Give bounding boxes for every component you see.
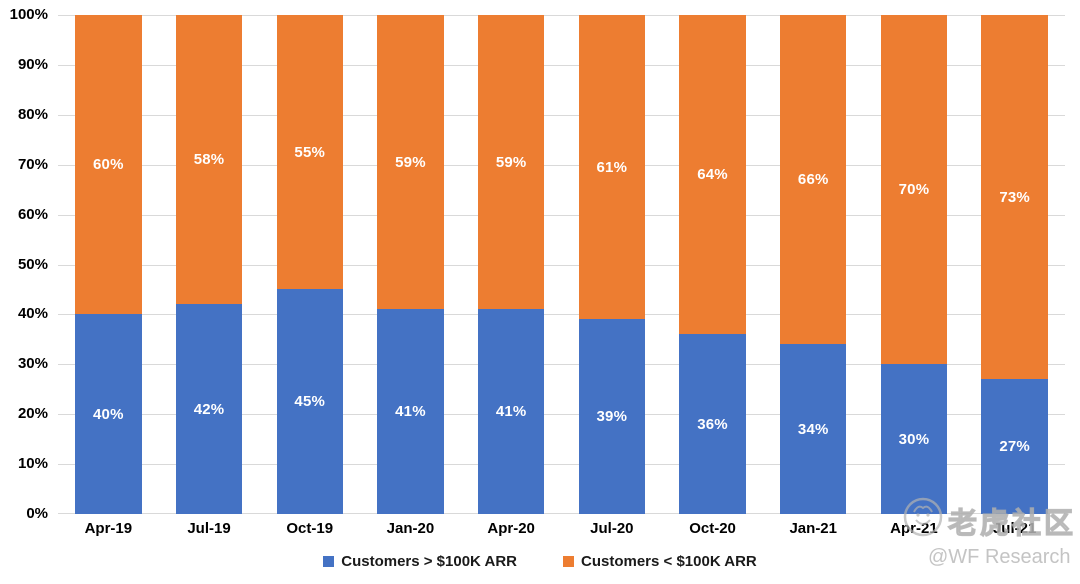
y-tick-label: 90%	[17, 56, 48, 73]
y-axis: 0% 10% 20% 30% 40% 50% 60% 70% 80% 90% 100%	[0, 0, 52, 584]
x-tick-label: Jan-21	[789, 520, 837, 537]
bar-segment: 34%	[780, 344, 847, 514]
x-tick-label: Jul-21	[992, 520, 1037, 537]
gridline	[58, 15, 1065, 16]
bar-data-label: 45%	[294, 393, 326, 411]
legend-swatch-icon	[563, 555, 574, 567]
bar-segment: 27%	[981, 379, 1048, 514]
legend-item: Customers < $100K ARR	[563, 553, 757, 570]
gridline	[58, 215, 1065, 216]
bar-data-label: 66%	[797, 171, 829, 189]
gridline	[58, 115, 1065, 116]
y-tick-label: 40%	[17, 305, 48, 322]
y-tick-label: 60%	[17, 206, 48, 223]
x-tick-label: Oct-20	[689, 520, 736, 537]
x-tick-label: Apr-20	[487, 520, 535, 537]
bar-segment: 70%	[880, 15, 948, 365]
gridline	[58, 414, 1065, 415]
bar-data-label: 59%	[495, 153, 527, 171]
legend-label: Customers > $100K ARR	[341, 552, 517, 570]
bar-data-label: 58%	[193, 151, 225, 169]
legend: Customers > $100K ARR Customers < $100K A…	[0, 549, 1080, 573]
gridline	[58, 65, 1065, 66]
y-tick-label: 20%	[17, 405, 48, 422]
bar-segment: 59%	[377, 15, 444, 310]
bar-data-label: 59%	[395, 153, 426, 171]
bar-segment: 36%	[679, 334, 746, 514]
gridline	[58, 165, 1065, 166]
bar-segment: 55%	[276, 15, 343, 290]
gridline	[58, 265, 1065, 266]
y-tick-label: 80%	[17, 106, 48, 123]
bar-data-label: 39%	[596, 408, 628, 426]
legend-swatch-icon	[323, 555, 335, 567]
legend-item: Customers > $100K ARR	[323, 553, 517, 570]
bar-segment: 39%	[578, 319, 646, 514]
bar-data-label: 40%	[93, 405, 124, 423]
bar-segment: 60%	[75, 15, 142, 315]
bar-segment: 64%	[679, 15, 746, 335]
bar-data-label: 36%	[697, 415, 728, 433]
bar-data-label: 60%	[93, 156, 124, 174]
bar-segment: 59%	[477, 15, 545, 310]
gridline	[58, 314, 1065, 315]
bar-data-label: 41%	[395, 403, 426, 421]
bar-segment: 42%	[175, 304, 243, 514]
y-tick-label: 0%	[26, 505, 48, 522]
bar-data-label: 41%	[495, 403, 527, 421]
bar-segment: 58%	[175, 15, 243, 305]
gridline	[58, 513, 1065, 514]
x-tick-label: Jul-20	[590, 520, 634, 537]
y-tick-label: 70%	[17, 156, 48, 173]
plot-area: 40% 60% 42% 58% 45% 55% 41% 59% 41% 59% 39% 61% 36% 6…	[58, 15, 1065, 514]
x-tick-label: Apr-21	[890, 520, 938, 537]
bar-data-label: 61%	[596, 158, 628, 176]
bar-segment: 41%	[477, 309, 545, 514]
bar-data-label: 64%	[697, 166, 728, 184]
x-tick-label: Oct-19	[286, 520, 334, 537]
y-tick-label: 100%	[9, 6, 48, 23]
bar-data-label: 73%	[999, 188, 1030, 206]
x-axis: Apr-19 Jul-19 Oct-19 Jan-20 Apr-20 Jul-20 Oct-…	[58, 520, 1065, 540]
bar-data-label: 30%	[898, 430, 930, 448]
bar-data-label: 42%	[193, 400, 225, 418]
y-tick-label: 50%	[17, 256, 48, 273]
bar-segment: 40%	[75, 314, 142, 514]
x-tick-label: Jul-19	[187, 520, 231, 537]
bar-segment: 41%	[377, 309, 444, 514]
gridline	[58, 364, 1065, 365]
bar-data-label: 70%	[898, 181, 930, 199]
bar-segment: 73%	[981, 15, 1048, 380]
bar-segment: 45%	[276, 289, 343, 514]
bar-segment: 66%	[780, 15, 847, 345]
bar-data-label: 34%	[797, 420, 829, 438]
bar-data-label: 55%	[294, 143, 326, 161]
x-tick-label: Apr-19	[84, 520, 133, 537]
bar-segment: 61%	[578, 15, 646, 320]
bar-segment: 30%	[880, 364, 948, 514]
y-tick-label: 10%	[17, 455, 48, 472]
bar-data-label: 27%	[999, 438, 1030, 456]
gridline	[58, 464, 1065, 465]
legend-label: Customers < $100K ARR	[581, 552, 757, 570]
y-tick-label: 30%	[17, 355, 48, 372]
x-tick-label: Jan-20	[386, 520, 435, 537]
